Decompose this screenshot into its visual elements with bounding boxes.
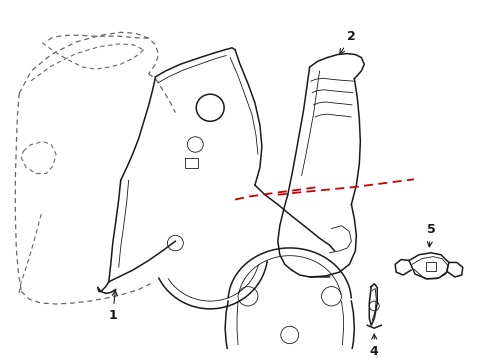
Text: 4: 4	[369, 334, 378, 357]
Text: 1: 1	[108, 291, 117, 322]
Text: 2: 2	[339, 30, 355, 54]
Text: 3: 3	[0, 359, 1, 360]
Text: 5: 5	[426, 223, 434, 247]
Bar	[425, 262, 435, 271]
